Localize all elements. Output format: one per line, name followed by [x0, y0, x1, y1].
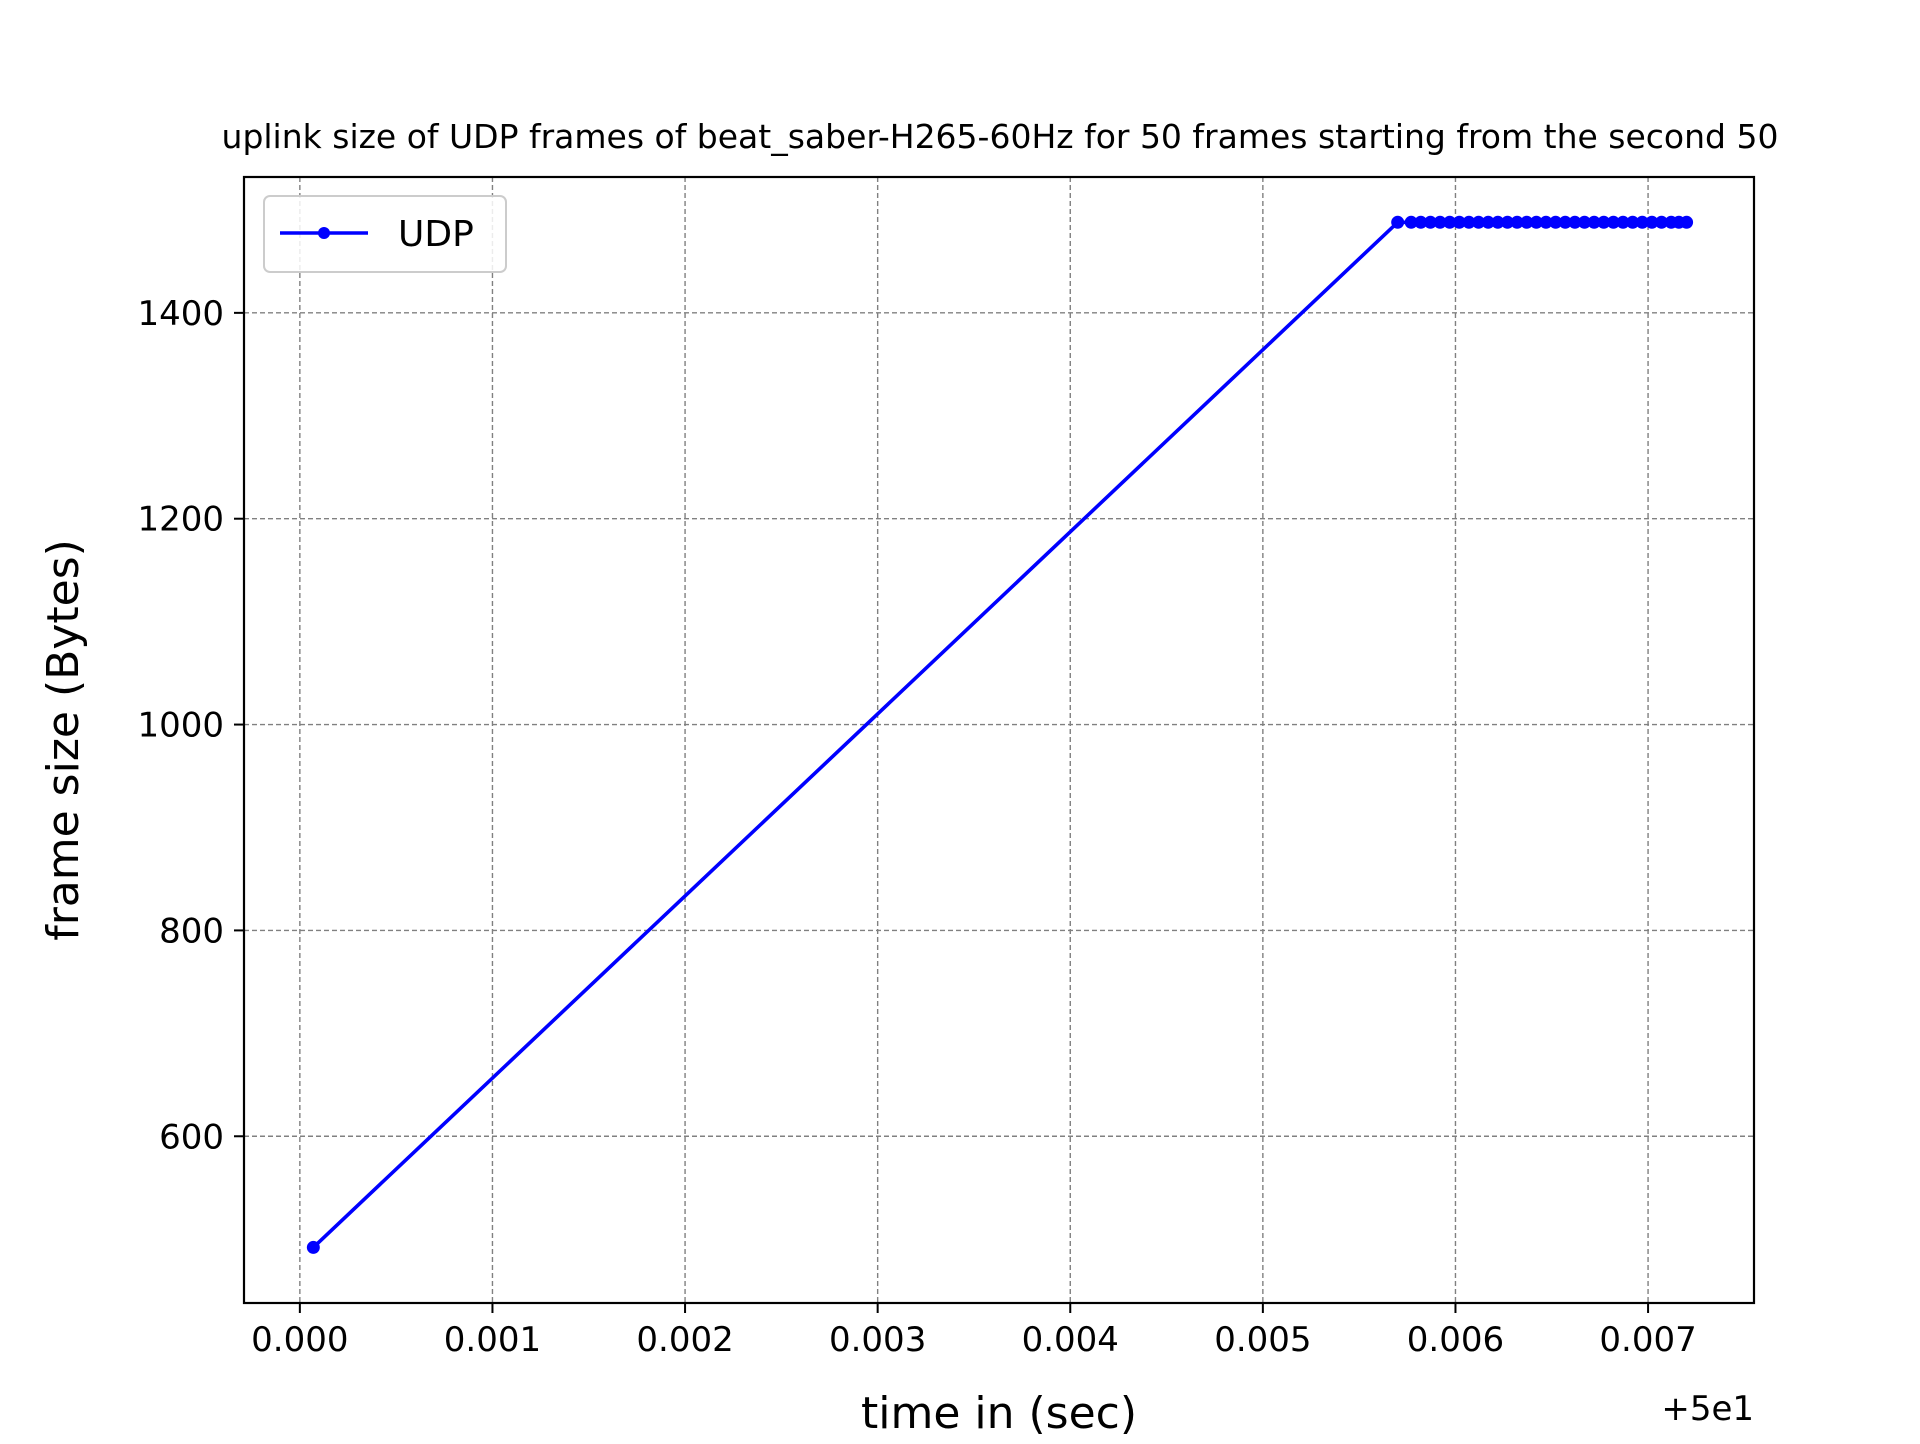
y-tick-label: 600 [159, 1117, 224, 1157]
axis-ticks: 0.000 0.001 0.002 0.003 0.004 0.005 0.006 0.007… [137, 294, 1696, 1360]
x-tick-label: 0.001 [444, 1320, 541, 1360]
data-point [1568, 215, 1582, 229]
y-tick-label: 1200 [137, 500, 224, 540]
data-point [1423, 215, 1437, 229]
data-point [1558, 215, 1572, 229]
data-point [1433, 215, 1447, 229]
y-axis-label: frame size (Bytes) [38, 539, 89, 941]
data-point [1680, 215, 1694, 229]
series-layer [306, 215, 1694, 1254]
data-point [306, 1240, 320, 1254]
plot-frame [242, 175, 1756, 1305]
x-axis-offset-label: +5e1 [1661, 1389, 1754, 1429]
data-point [1616, 215, 1630, 229]
data-point [1491, 215, 1505, 229]
x-tick-label: 0.006 [1407, 1320, 1504, 1360]
data-point [1414, 215, 1428, 229]
data-point [1529, 215, 1543, 229]
data-point [1606, 215, 1620, 229]
legend-frame [263, 195, 507, 273]
data-point [1500, 215, 1514, 229]
data-point [1549, 215, 1563, 229]
data-point [1462, 215, 1476, 229]
y-tick-label: 800 [159, 911, 224, 951]
legend-label-udp: UDP [398, 214, 474, 255]
x-tick-label: 0.004 [1022, 1320, 1119, 1360]
x-tick-label: 0.000 [251, 1320, 348, 1360]
data-point [1452, 215, 1466, 229]
chart-title: uplink size of UDP frames of beat_saber-… [222, 117, 1779, 156]
data-point [1635, 215, 1649, 229]
data-point [1472, 215, 1486, 229]
data-point [1520, 215, 1534, 229]
data-point [1539, 215, 1553, 229]
x-tick-label: 0.007 [1599, 1320, 1696, 1360]
data-point [1597, 215, 1611, 229]
y-tick-label: 1400 [137, 294, 224, 334]
data-point [1481, 215, 1495, 229]
data-point [1587, 215, 1601, 229]
data-point [1626, 215, 1640, 229]
data-point [1404, 215, 1418, 229]
data-point [1645, 215, 1659, 229]
x-tick-label: 0.005 [1214, 1320, 1311, 1360]
grid [244, 177, 1754, 1303]
x-tick-label: 0.002 [636, 1320, 733, 1360]
data-point [1655, 215, 1669, 229]
x-tick-label: 0.003 [829, 1320, 926, 1360]
data-point [1510, 215, 1524, 229]
data-point [1578, 215, 1592, 229]
legend-marker-swatch [318, 227, 330, 239]
data-point [1391, 215, 1405, 229]
legend: UDP [263, 195, 507, 273]
y-tick-label: 1000 [137, 706, 224, 746]
x-axis-label: time in (sec) [861, 1388, 1137, 1439]
data-point [1443, 215, 1457, 229]
